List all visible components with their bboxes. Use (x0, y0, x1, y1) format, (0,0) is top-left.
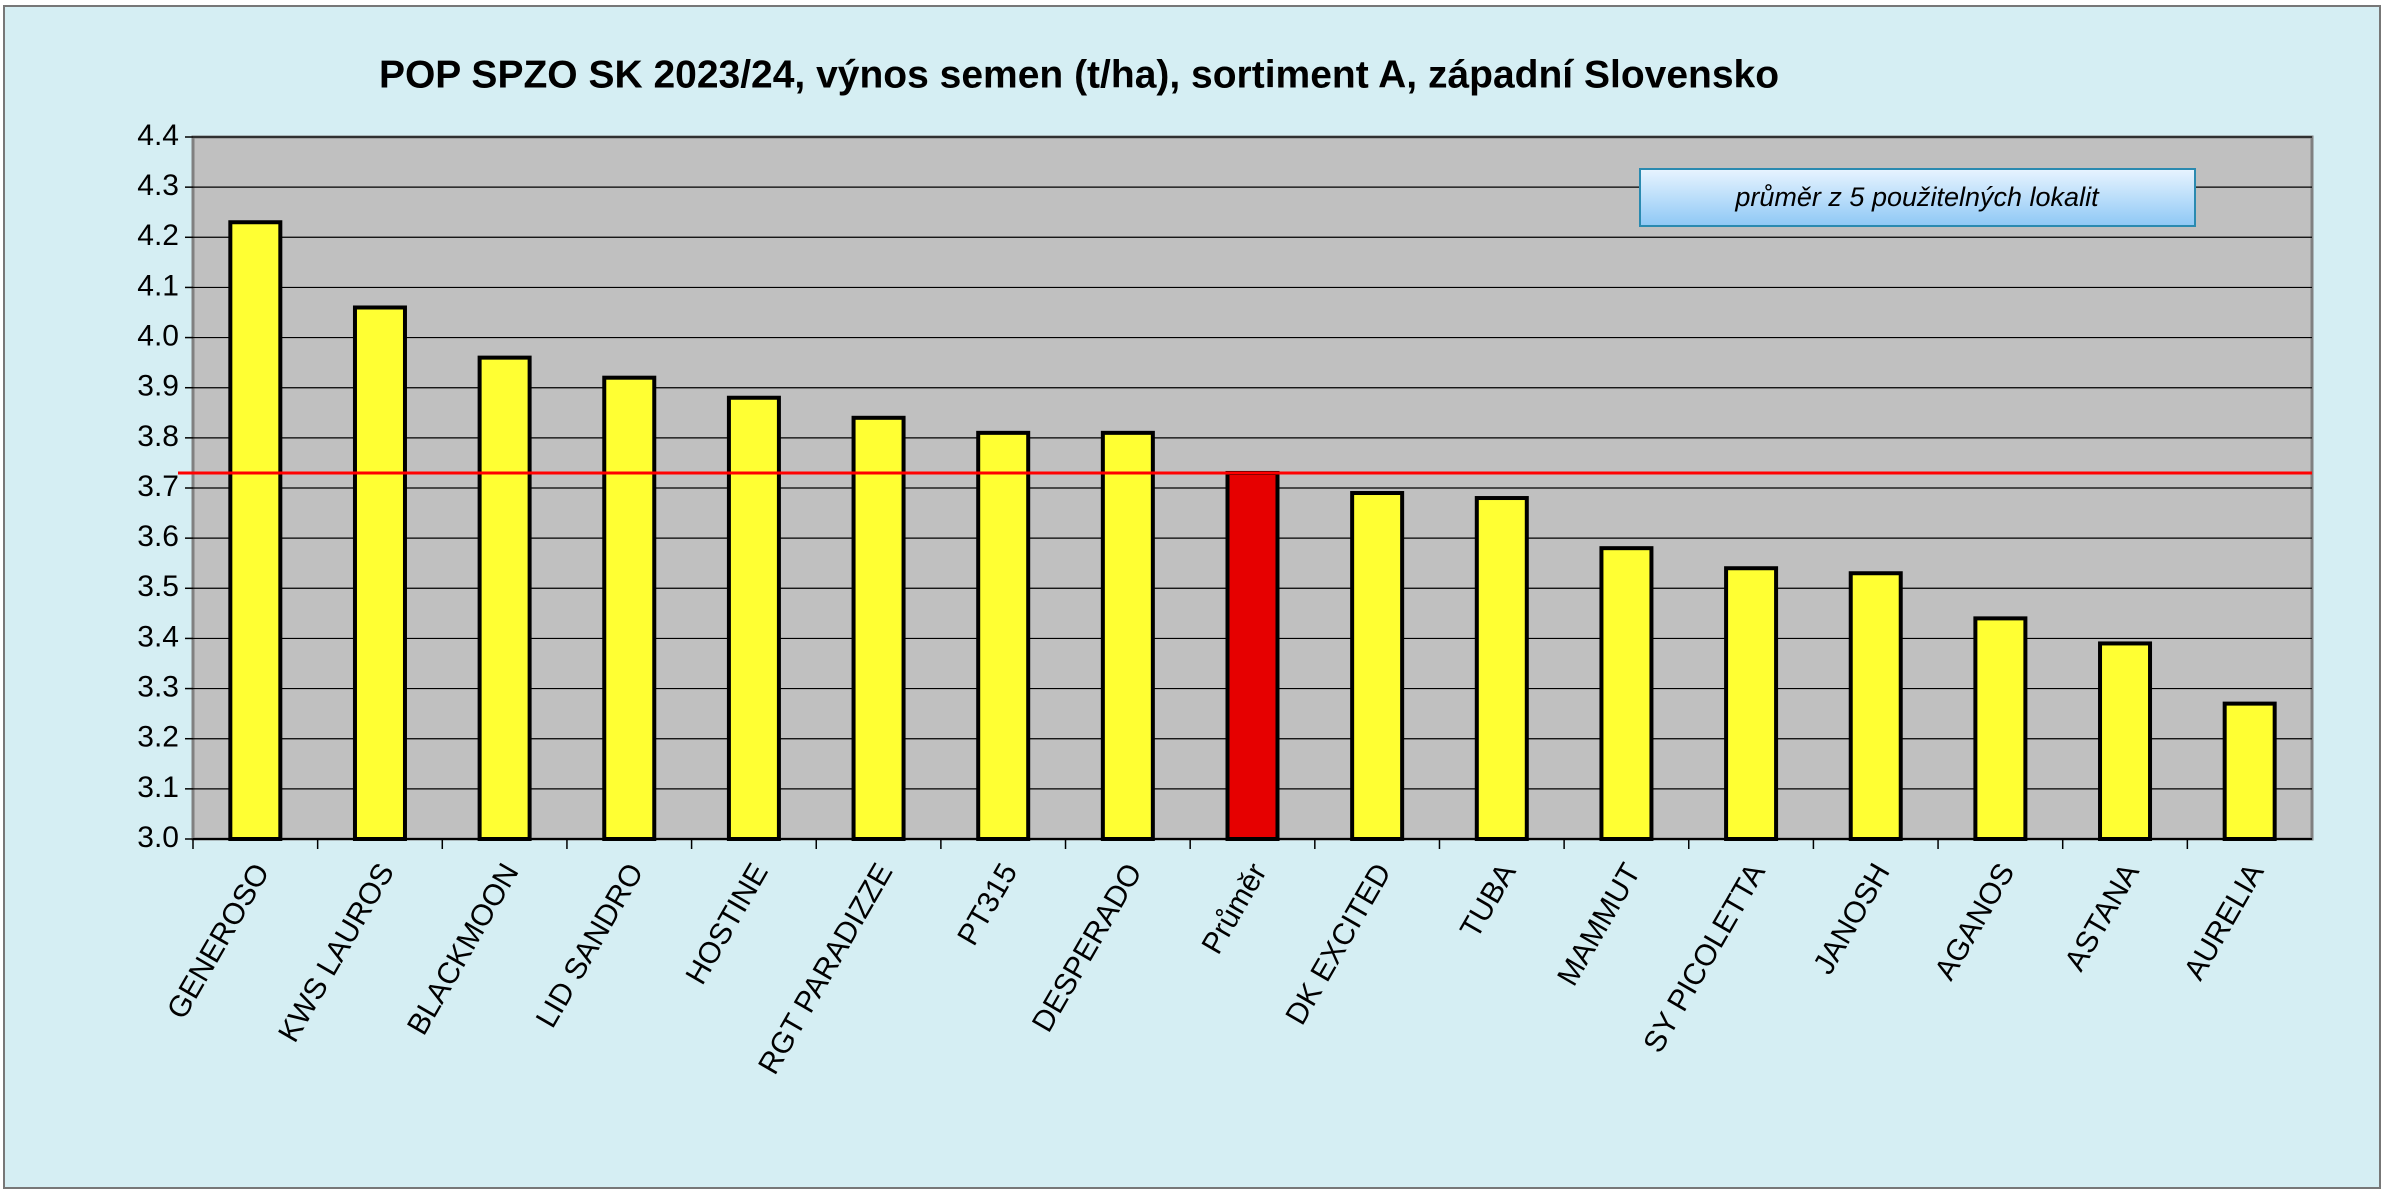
annotation-box (1639, 168, 2196, 227)
chart-title: POP SPZO SK 2023/24, výnos semen (t/ha),… (379, 53, 1779, 96)
bar (1350, 491, 1405, 841)
y-tick-label: 4.3 (137, 169, 179, 202)
bar (2098, 641, 2153, 842)
bar (1225, 470, 1280, 841)
y-tick-label: 4.0 (137, 319, 179, 352)
y-tick-label: 3.0 (137, 821, 179, 854)
bar (228, 220, 283, 841)
y-tick-label: 3.1 (137, 771, 179, 804)
y-tick-label: 3.2 (137, 721, 179, 754)
bar (851, 415, 906, 841)
annotation: průměr z 5 použitelných lokalit (1734, 182, 2100, 212)
bar (352, 305, 407, 841)
bar (602, 375, 657, 841)
bar (2222, 701, 2277, 841)
bar (976, 430, 1031, 841)
bar (1724, 566, 1779, 841)
y-tick-label: 3.8 (137, 420, 179, 453)
y-tick-label: 3.5 (137, 570, 179, 603)
bar (1474, 496, 1529, 841)
bar (726, 395, 781, 841)
y-tick-label: 4.4 (137, 119, 179, 152)
y-tick-label: 3.3 (137, 670, 179, 703)
y-tick-label: 4.2 (137, 219, 179, 252)
y-tick-label: 3.7 (137, 470, 179, 503)
y-tick-label: 3.4 (137, 620, 179, 653)
y-tick-label: 4.1 (137, 269, 179, 302)
y-tick-label: 3.6 (137, 520, 179, 553)
bar (1100, 430, 1155, 841)
bar (477, 355, 532, 841)
bar (1848, 571, 1903, 841)
bar (1973, 616, 2028, 841)
y-tick-label: 3.9 (137, 370, 179, 403)
bar (1599, 546, 1654, 842)
